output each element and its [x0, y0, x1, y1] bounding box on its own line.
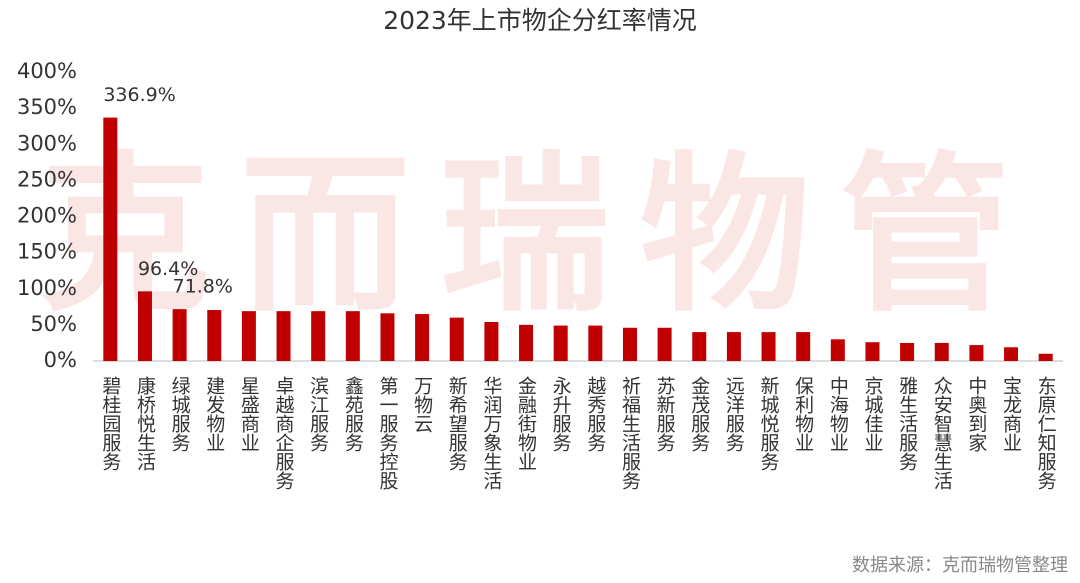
x-tick-label: 永升服务	[550, 376, 572, 452]
y-tick-label: 150%	[17, 240, 77, 264]
bar	[796, 332, 811, 361]
bar	[207, 309, 222, 361]
bar	[969, 345, 984, 361]
bar	[657, 327, 672, 361]
y-tick-label: 300%	[17, 131, 77, 155]
x-tick-label: 宝龙商业	[1000, 376, 1022, 452]
chart-title: 2023年上市物企分红率情况	[383, 6, 697, 35]
y-tick-label: 200%	[17, 204, 77, 228]
bar	[692, 332, 707, 361]
bar	[588, 325, 603, 361]
x-tick-label: 中奥到家	[965, 376, 987, 452]
x-tick-label: 京城佳业	[861, 376, 883, 452]
data-label: 71.8%	[173, 276, 233, 298]
bar	[1004, 347, 1019, 361]
y-tick-label: 250%	[17, 167, 77, 191]
x-tick-label: 建发物业	[203, 376, 225, 452]
bar	[449, 317, 464, 361]
bar	[311, 311, 326, 361]
x-tick-label: 新城悦服务	[758, 376, 780, 471]
x-tick-label: 绿城服务	[169, 376, 191, 452]
x-tick-label: 华润万象生活	[480, 376, 502, 490]
y-tick-label: 350%	[17, 95, 77, 119]
x-tick-label: 保利物业	[792, 376, 814, 452]
bar	[865, 342, 880, 361]
bar	[415, 314, 430, 361]
x-tick-label: 金融街物业	[515, 376, 537, 471]
bar	[380, 313, 395, 361]
x-tick-label: 万物云	[411, 376, 433, 433]
x-tick-label: 中海物业	[827, 376, 849, 452]
x-tick-label: 鑫苑服务	[342, 376, 364, 452]
bar	[830, 339, 845, 361]
bar	[103, 117, 118, 361]
x-tick-label: 祈福生活服务	[619, 376, 641, 490]
y-tick-label: 100%	[17, 276, 77, 300]
bar	[1038, 353, 1053, 361]
x-tick-label: 远洋服务	[723, 376, 745, 452]
data-label: 96.4%	[138, 258, 198, 280]
x-tick-label: 滨江服务	[307, 376, 329, 452]
bar	[241, 311, 256, 361]
x-tick-label: 星盛商业	[238, 376, 260, 452]
source-note: 数据来源：克而瑞物管整理	[852, 555, 1068, 576]
bar	[934, 342, 949, 361]
bar	[761, 332, 776, 361]
bar	[484, 321, 499, 361]
x-tick-label: 第一服务控股	[376, 376, 398, 490]
x-tick-label: 众安智慧生活	[931, 376, 953, 490]
data-label: 336.9%	[103, 84, 175, 106]
x-tick-label: 雅生活服务	[896, 376, 918, 471]
bar	[900, 342, 915, 361]
x-tick-label: 苏新服务	[654, 376, 676, 452]
y-tick-label: 0%	[44, 348, 77, 372]
x-tick-label: 金茂服务	[688, 376, 710, 452]
x-tick-label: 东原仁知服务	[1035, 376, 1057, 490]
bar	[726, 332, 741, 361]
watermark: 克而瑞物管	[40, 137, 1040, 335]
bar	[137, 291, 152, 361]
bar	[345, 311, 360, 361]
bar	[172, 309, 187, 361]
bar	[553, 325, 568, 361]
x-tick-label: 碧桂园服务	[99, 376, 121, 471]
y-tick-label: 50%	[30, 312, 77, 336]
x-tick-label: 越秀服务	[584, 376, 606, 452]
bar	[276, 311, 291, 361]
bar	[622, 327, 637, 361]
x-tick-label: 卓越商企服务	[273, 376, 295, 490]
y-tick-label: 400%	[17, 59, 77, 83]
bar	[519, 324, 534, 361]
x-tick-label: 康桥悦生活	[134, 376, 156, 471]
x-tick-label: 新希望服务	[446, 376, 468, 471]
